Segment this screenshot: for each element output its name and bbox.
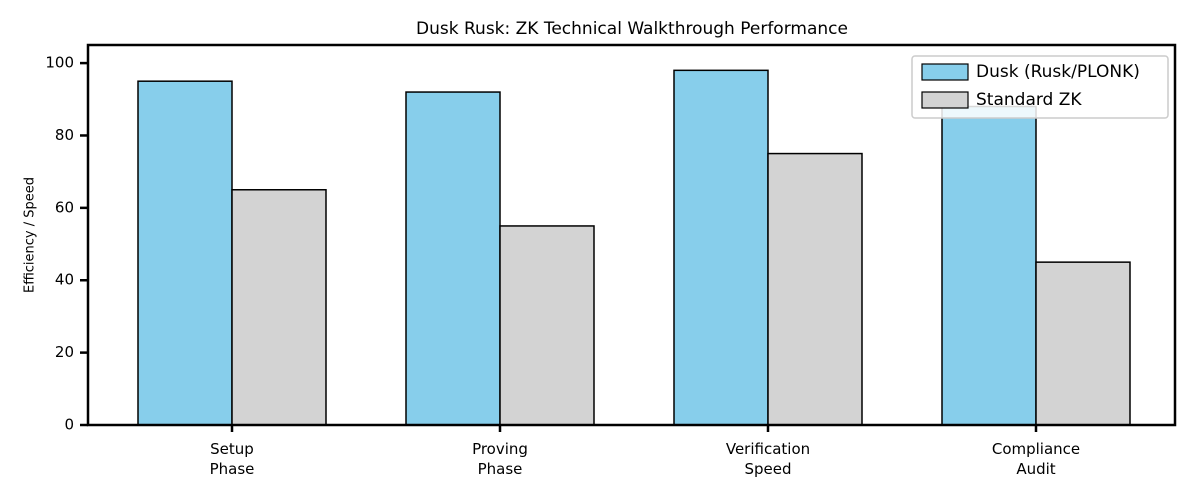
x-tick-label-line: Audit [1016,460,1055,478]
chart-title: Dusk Rusk: ZK Technical Walkthrough Perf… [416,19,848,39]
y-tick-label: 40 [55,271,74,289]
x-tick-label: Proving Phase [472,440,528,478]
legend-swatch [921,63,969,81]
y-axis-label: Efficiency / Speed [23,177,38,293]
y-tick-label: 20 [55,343,74,361]
x-tick-label-line: Setup [210,440,254,458]
x-tick-label: Setup Phase [210,440,255,478]
legend-box [911,55,1169,119]
bar [673,69,769,426]
x-tick-label-line: Proving [472,440,528,458]
bar [137,80,233,426]
bar [231,189,327,426]
legend-swatch [921,91,969,109]
x-tick-label-line: Speed [744,460,791,478]
bar [499,225,595,426]
x-tick-label-line: Compliance [992,440,1080,458]
x-tick-label-line: Phase [210,460,255,478]
legend-label: Dusk (Rusk/PLONK) [976,62,1140,82]
plot-frame [86,43,1177,427]
y-tick-label: 100 [45,54,74,72]
x-tick-label: Compliance Audit [992,440,1080,478]
y-tick-label: 60 [55,198,74,216]
bar [405,91,501,426]
x-tick-label: Verification Speed [726,440,810,478]
bar [767,152,863,426]
x-tick-label-line: Verification [726,440,810,458]
y-tick-label: 80 [55,126,74,144]
bar [1035,261,1131,426]
legend-label: Standard ZK [976,90,1082,110]
x-tick-label-line: Phase [478,460,523,478]
bar [941,105,1037,426]
y-tick-label: 0 [64,416,74,434]
